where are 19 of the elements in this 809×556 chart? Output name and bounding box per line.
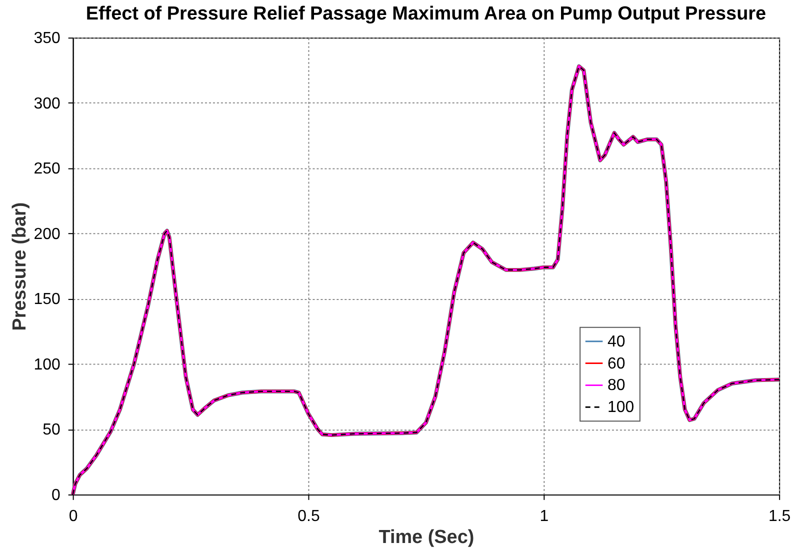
y-tick-label: 100 (34, 356, 60, 374)
legend-label: 100 (608, 399, 634, 416)
y-tick-label: 0 (51, 486, 60, 504)
y-tick-label: 50 (42, 422, 60, 439)
y-tick-label: 200 (34, 226, 60, 243)
y-axis-title: Pressure (bar) (10, 202, 31, 331)
x-tick-label: 0 (68, 508, 78, 525)
y-tick-label: 150 (34, 291, 60, 308)
x-tick-label: 1 (540, 508, 549, 525)
legend-label: 80 (608, 377, 626, 394)
legend-label: 40 (608, 333, 626, 350)
y-tick-label: 250 (34, 160, 60, 178)
x-tick-label: 0.5 (298, 508, 320, 525)
legend-label: 60 (608, 355, 626, 372)
x-tick-label: 1.5 (768, 508, 791, 525)
y-tick-label: 300 (34, 95, 60, 112)
x-axis-title: Time (Sec) (378, 526, 474, 548)
y-tick-label: 350 (34, 30, 60, 48)
chart-title: Effect of Pressure Relief Passage Maximum Area on Pump Output Pressure (86, 4, 766, 25)
